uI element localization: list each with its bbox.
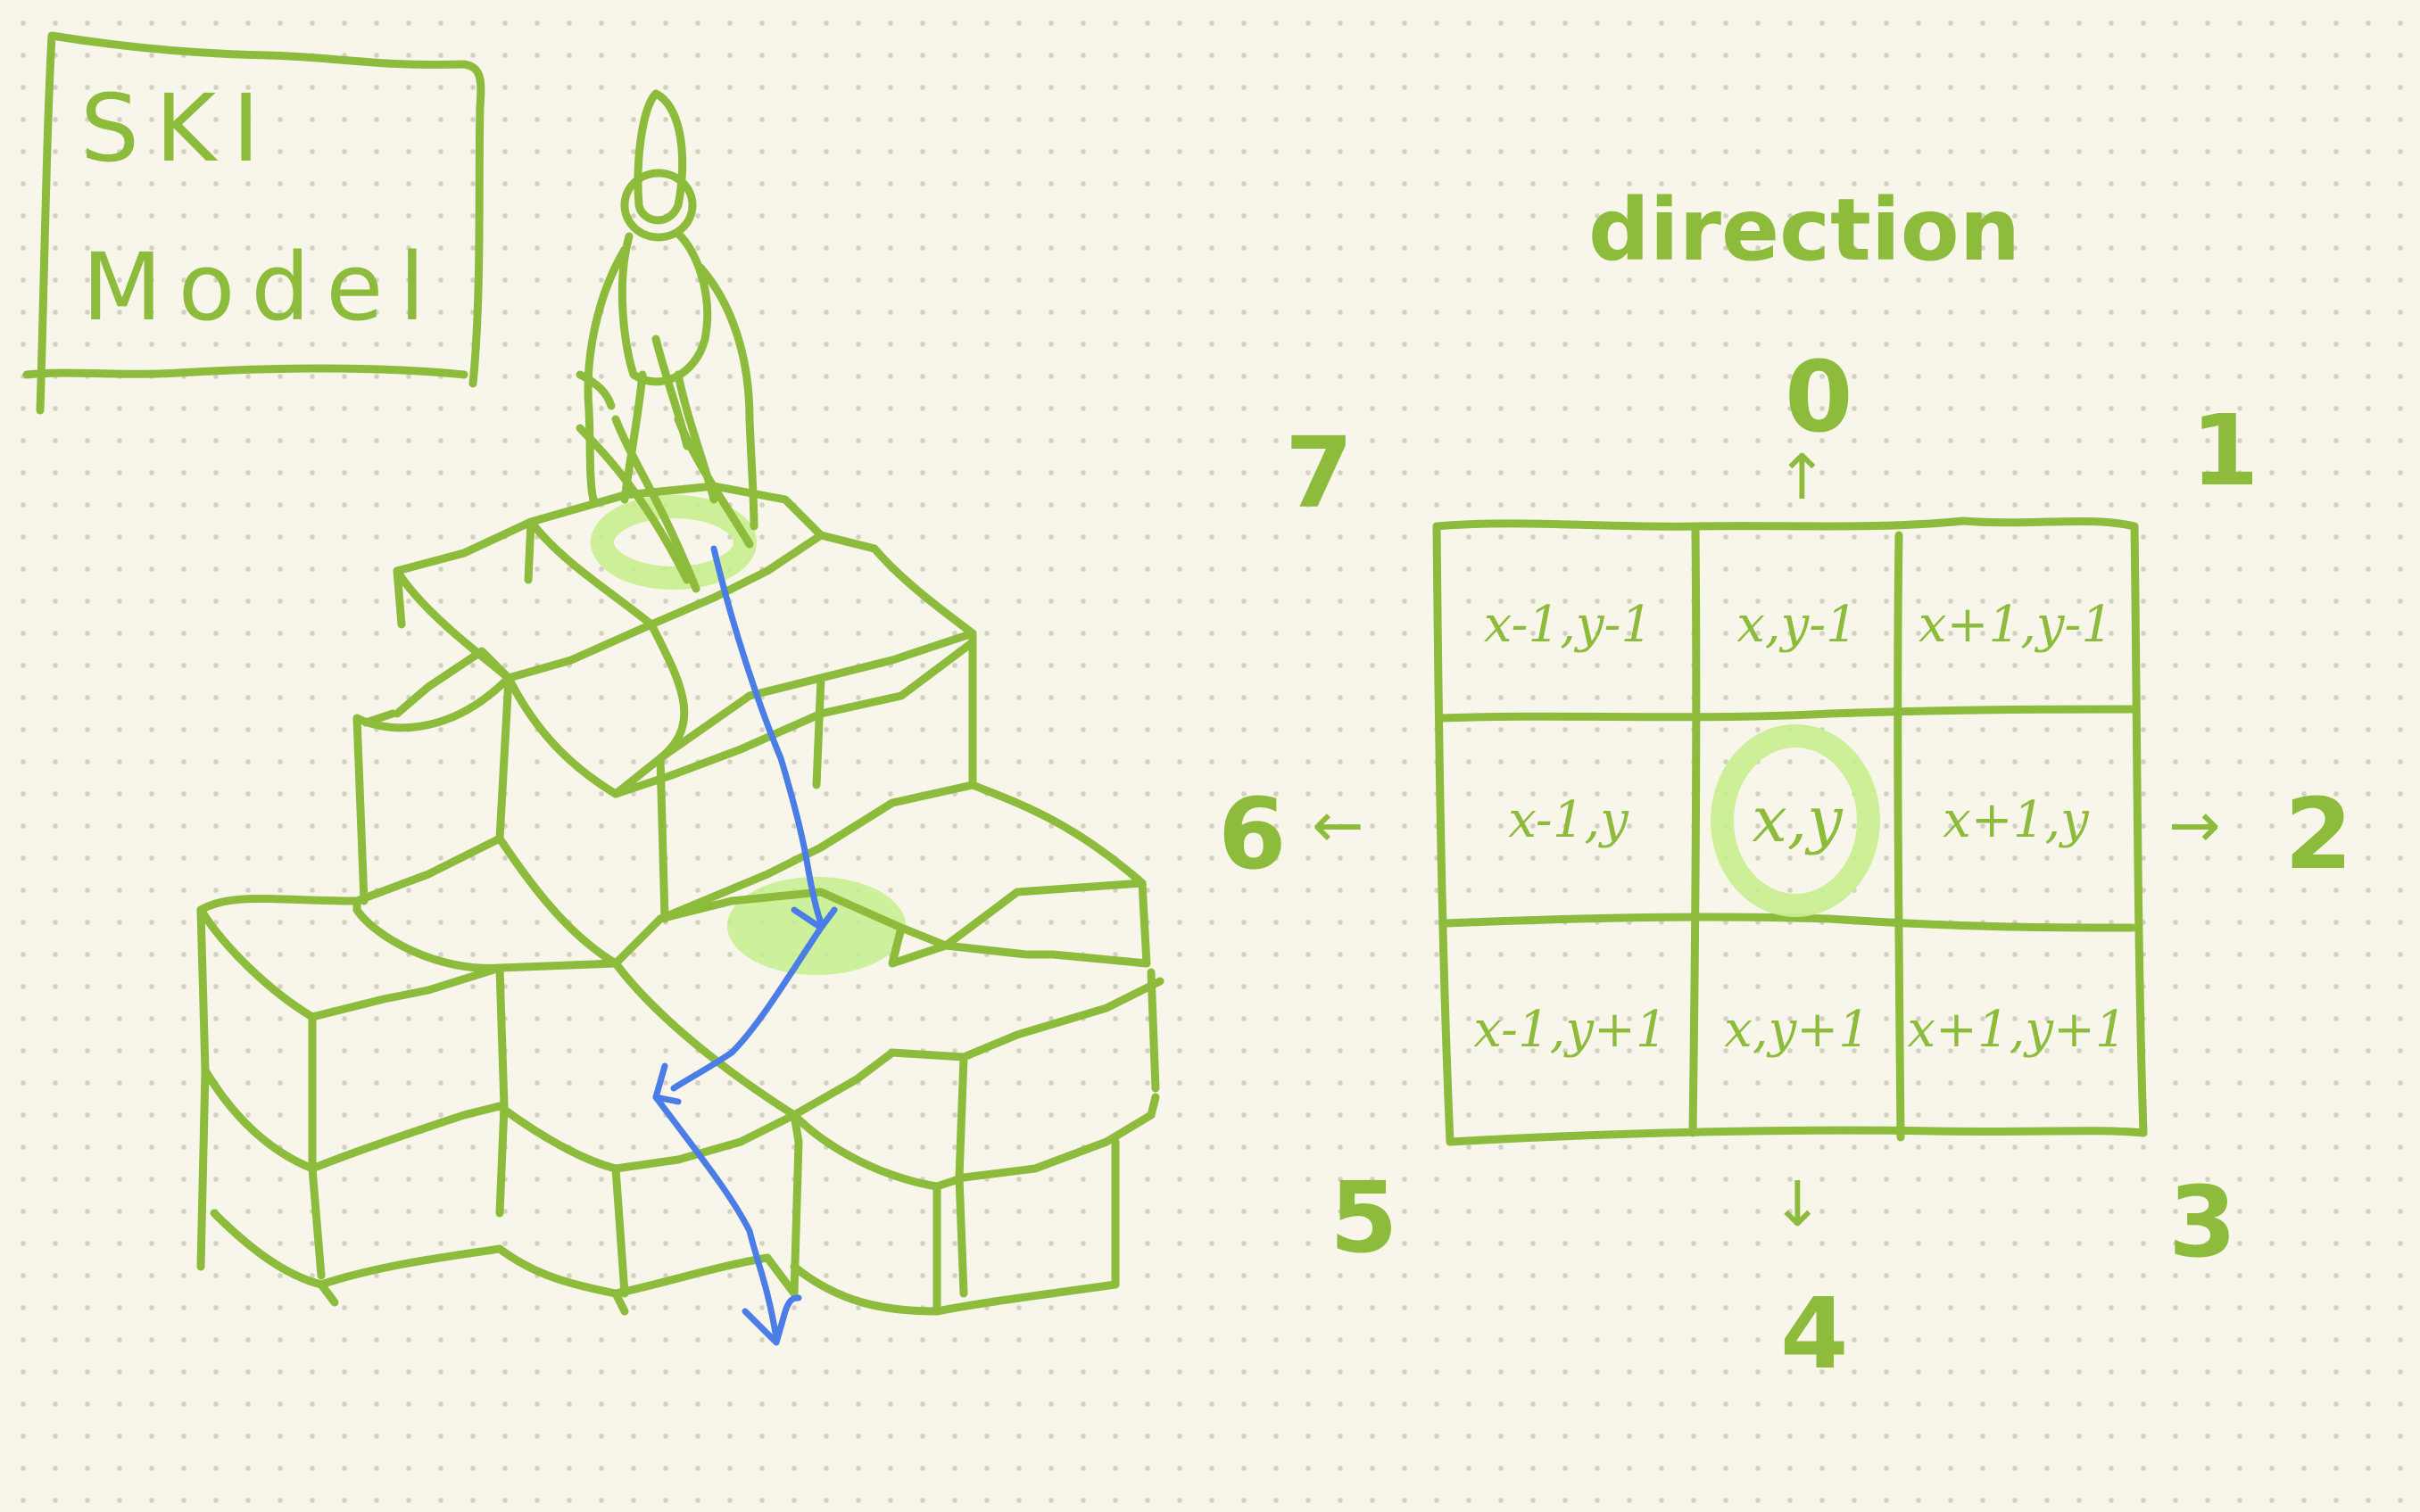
center-cell-highlight — [1711, 724, 1880, 917]
grid-cell-nw: x-1,y-1 — [1483, 595, 1653, 654]
direction-5: 5 — [1330, 1161, 1398, 1275]
arrow-up-icon: ↑ — [1776, 441, 1828, 514]
arrow-left-icon: ← — [1312, 789, 1364, 862]
direction-grid-lines — [1432, 516, 2148, 1146]
cube-stack — [196, 482, 1164, 1316]
title-box — [22, 31, 485, 415]
grid-cell-w: x-1,y — [1508, 790, 1629, 849]
title-line-1: SKI — [80, 74, 276, 183]
grid-cell-se: x+1,y+1 — [1907, 1000, 2127, 1059]
arrow-down-icon: ↓ — [1771, 1168, 1824, 1241]
direction-6: 6 — [1218, 777, 1287, 891]
grid-cell-e: x+1,y — [1943, 790, 2089, 849]
grid-cell-center: x,y — [1752, 783, 1843, 856]
grid-cell-s: x,y+1 — [1724, 1000, 1870, 1059]
direction-2: 2 — [2284, 777, 2353, 891]
grid-cell-sw: x-1,y+1 — [1473, 1000, 1668, 1059]
title-line-2: Model — [82, 233, 442, 342]
direction-7: 7 — [1285, 416, 1354, 530]
direction-3: 3 — [2168, 1165, 2237, 1279]
direction-heading: direction — [1588, 180, 2021, 280]
direction-1: 1 — [2191, 393, 2259, 508]
grid-cell-ne: x+1,y-1 — [1918, 595, 2114, 654]
direction-0: 0 — [1785, 340, 1853, 454]
ski-path — [652, 545, 838, 1346]
arrow-right-icon: → — [2168, 789, 2221, 862]
grid-cell-n: x,y-1 — [1736, 595, 1858, 654]
direction-4: 4 — [1780, 1277, 1849, 1391]
